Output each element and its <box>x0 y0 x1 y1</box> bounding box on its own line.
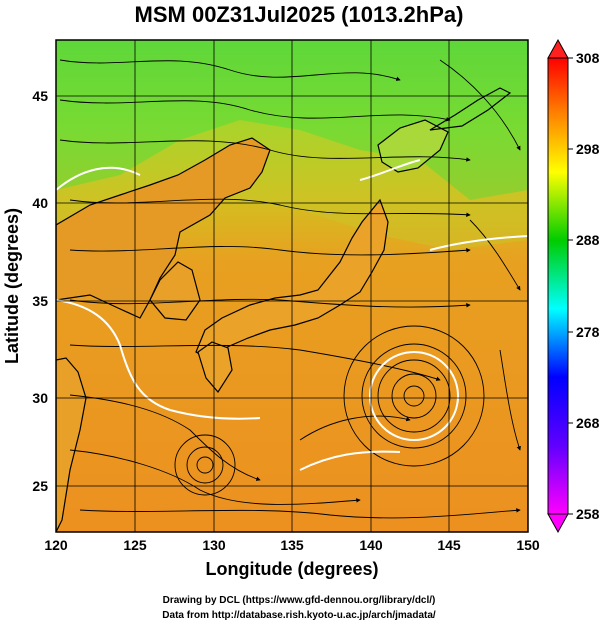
credit-line-data: Data from http://database.rish.kyoto-u.a… <box>162 610 436 621</box>
x-tick-label: 130 <box>202 537 226 553</box>
map-title: MSM 00Z31Jul2025 (1013.2hPa) <box>135 2 464 27</box>
x-tick-label: 140 <box>359 537 383 553</box>
temperature-contours <box>56 159 528 471</box>
y-tick-label: 25 <box>32 478 48 494</box>
credit-line-drawing: Drawing by DCL (https://www.gfd-dennou.o… <box>163 595 436 606</box>
y-tick-label: 30 <box>32 390 48 406</box>
x-tick-label: 150 <box>516 537 540 553</box>
colorbar-bottom-arrow <box>547 513 569 534</box>
kuril-islands <box>429 87 512 131</box>
honshu-island <box>195 198 389 361</box>
map-grid <box>56 40 528 532</box>
x-axis-label: Longitude (degrees) <box>205 559 378 579</box>
secondary-vortex <box>174 434 236 496</box>
continent-landmass <box>56 137 271 319</box>
colorbar-tick-label: 278 <box>576 324 599 340</box>
x-tick-label: 135 <box>280 537 304 553</box>
x-tick-label: 120 <box>44 537 68 553</box>
x-tick-labels: 120 125 130 135 140 145 150 <box>44 537 540 553</box>
colorbar-tick-label: 268 <box>576 415 599 431</box>
y-tick-labels: 25 30 35 40 45 <box>32 88 48 494</box>
x-tick-label: 125 <box>123 537 147 553</box>
colorbar-top-arrow <box>547 38 569 59</box>
korean-peninsula <box>149 261 201 321</box>
colorbar: 308 298 288 278 268 258 <box>547 38 599 534</box>
y-axis-label: Latitude (degrees) <box>2 208 22 364</box>
kyushu-island <box>197 341 233 394</box>
x-tick-label: 145 <box>437 537 461 553</box>
map-area <box>55 39 529 533</box>
hokkaido-island <box>377 119 449 173</box>
taiwan-coast <box>56 357 87 532</box>
colorbar-tick-label: 288 <box>576 232 599 248</box>
colorbar-tick-label: 298 <box>576 141 599 157</box>
colorbar-tick-label: 308 <box>576 50 599 66</box>
y-tick-label: 40 <box>32 195 48 211</box>
colorbar-tick-label: 258 <box>576 506 599 522</box>
colorbar-gradient <box>547 57 569 515</box>
typhoon-vortex <box>343 325 485 467</box>
y-tick-label: 35 <box>32 293 48 309</box>
y-tick-label: 45 <box>32 88 48 104</box>
